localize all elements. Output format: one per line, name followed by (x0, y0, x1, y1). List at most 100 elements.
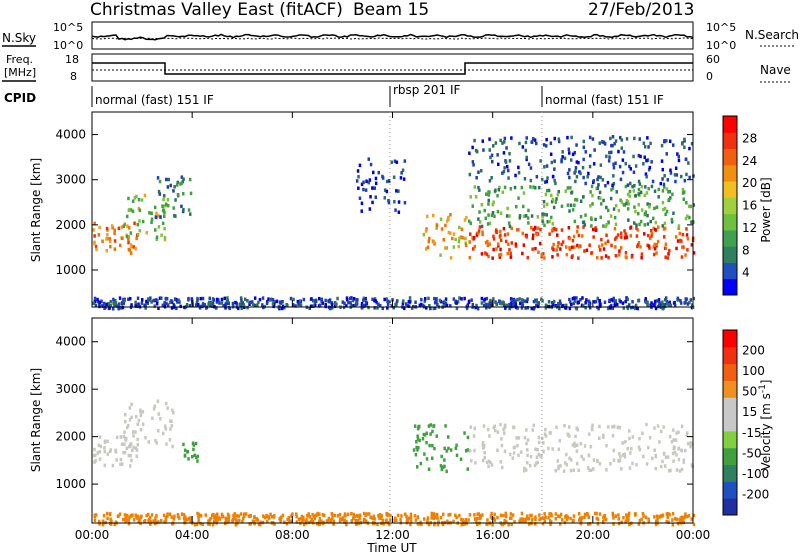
heatmap-cell (518, 216, 522, 220)
heatmap-cell (414, 453, 418, 457)
heatmap-cell (148, 211, 151, 215)
heatmap-cell (120, 306, 123, 310)
heatmap-cell (407, 516, 411, 520)
heatmap-cell (689, 298, 693, 302)
heatmap-cell (432, 306, 435, 311)
heatmap-cell (436, 302, 439, 307)
heatmap-cell (629, 305, 633, 310)
heatmap-cell (663, 303, 667, 307)
heatmap-cell (427, 522, 431, 527)
heatmap-cell (416, 448, 419, 452)
heatmap-cell (166, 406, 169, 410)
heatmap-cell (556, 244, 559, 249)
heatmap-cell (529, 166, 533, 170)
heatmap-cell (520, 306, 524, 310)
heatmap-cell (612, 458, 616, 462)
heatmap-cell (443, 464, 446, 469)
heatmap-cell (483, 443, 486, 448)
heatmap-cell (403, 159, 407, 163)
heatmap-cell (586, 466, 590, 470)
heatmap-cell (98, 304, 101, 309)
colorbar-tick-label: -15 (742, 426, 762, 440)
heatmap-cell (660, 159, 664, 163)
heatmap-cell (683, 178, 687, 183)
heatmap-cell (239, 296, 243, 300)
heatmap-cell (129, 454, 132, 458)
heatmap-cell (611, 425, 614, 429)
heatmap-cell (383, 196, 386, 200)
colorbar-swatch (723, 363, 737, 381)
heatmap-cell (479, 514, 482, 519)
heatmap-cell (209, 516, 212, 521)
heatmap-cell (226, 512, 230, 517)
heatmap-cell (594, 226, 597, 230)
heatmap-cell (649, 303, 652, 307)
heatmap-cell (565, 245, 568, 249)
colorbar-tick-label: -50 (742, 446, 762, 460)
heatmap-cell (468, 513, 472, 517)
heatmap-cell (360, 304, 364, 308)
heatmap-cell (522, 204, 525, 209)
heatmap-cell (426, 518, 429, 523)
heatmap-cell (296, 299, 300, 304)
nsearch-trace (91, 37, 694, 40)
heatmap-cell (529, 454, 533, 459)
heatmap-cell (612, 207, 616, 211)
heatmap-cell (361, 306, 364, 310)
heatmap-cell (684, 448, 687, 453)
heatmap-cell (145, 513, 148, 518)
heatmap-cell (446, 216, 450, 221)
heatmap-cell (579, 214, 583, 219)
heatmap-cell (428, 236, 431, 241)
heatmap-cell (197, 515, 200, 519)
heatmap-cell (660, 429, 663, 434)
colorbar-tick-label: 12 (742, 221, 757, 235)
heatmap-cell (487, 254, 490, 259)
heatmap-cell (514, 302, 517, 306)
heatmap-cell (385, 512, 389, 517)
heatmap-cell (487, 193, 490, 197)
heatmap-cell (563, 156, 567, 161)
heatmap-cell (634, 306, 637, 311)
heatmap-cell (545, 179, 549, 184)
heatmap-cell (526, 216, 530, 220)
colorbar-tick-label: 28 (742, 131, 757, 145)
heatmap-cell (365, 519, 368, 523)
heatmap-cell (239, 512, 243, 516)
heatmap-cell (140, 198, 144, 202)
heatmap-cell (135, 454, 138, 458)
heatmap-cell (517, 196, 520, 200)
heatmap-cell (209, 304, 212, 308)
heatmap-cell (532, 299, 536, 304)
colorbar-swatch (723, 132, 737, 150)
heatmap-cell (469, 425, 472, 429)
heatmap-cell (477, 185, 480, 190)
heatmap-cell (530, 306, 533, 311)
heatmap-cell (241, 516, 245, 521)
nave-label: Nave (760, 63, 791, 77)
heatmap-cell (609, 196, 613, 201)
heatmap-cell (650, 231, 654, 236)
heatmap-cell (532, 137, 535, 141)
heatmap-cell (253, 296, 257, 300)
heatmap-cell (343, 512, 347, 516)
heatmap-cell (614, 254, 618, 258)
heatmap-cell (336, 296, 339, 301)
heatmap-cell (661, 224, 664, 228)
heatmap-cell (115, 435, 119, 440)
heatmap-cell (297, 302, 301, 306)
heatmap-cell (143, 193, 147, 198)
heatmap-cell (652, 303, 655, 307)
heatmap-cell (626, 306, 629, 311)
heatmap-cell (444, 223, 447, 228)
heatmap-cell (664, 242, 668, 246)
heatmap-cell (582, 220, 586, 224)
heatmap-cell (572, 468, 575, 472)
heatmap-cell (425, 457, 429, 461)
heatmap-cell (539, 227, 542, 232)
heatmap-cell (680, 467, 684, 472)
heatmap-cell (667, 252, 670, 256)
heatmap-cell (124, 520, 127, 524)
heatmap-cell (92, 228, 95, 232)
heatmap-cell (521, 145, 525, 149)
